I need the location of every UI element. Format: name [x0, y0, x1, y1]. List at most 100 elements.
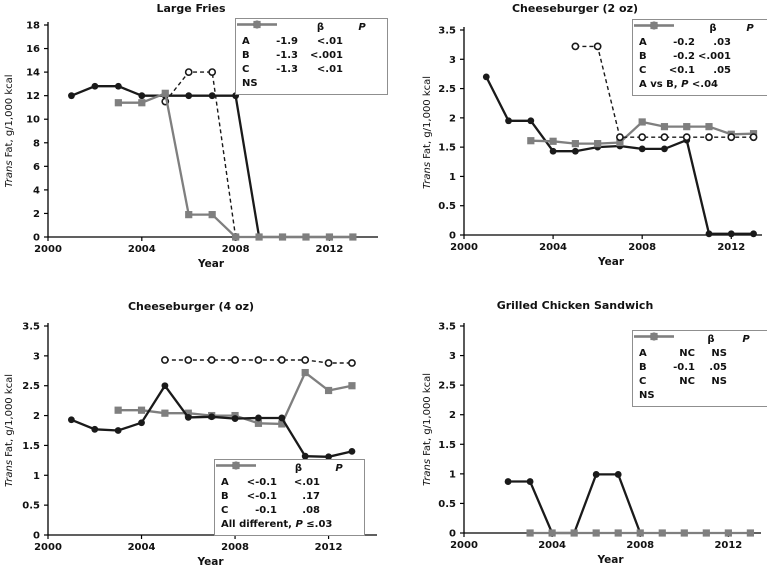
y-tick-label: 0 [449, 231, 456, 242]
series-B-marker [161, 382, 169, 390]
series-B-marker [592, 471, 600, 478]
y-axis-label-italic: Trans [4, 460, 15, 487]
y-tick-label: 12 [26, 91, 40, 102]
legend-p-header: P [746, 23, 754, 34]
chart-grilled-chicken-sandwich: Grilled Chicken Sandwich 0 0.5 1 1.5 2 2.5 3 3.5… [422, 299, 761, 566]
series-C-marker [614, 529, 622, 537]
legend-sample-C-icon [634, 21, 674, 30]
series-C-marker [570, 529, 578, 537]
panel-cheeseburger-4-oz: Cheeseburger (4 oz) 0 0.5 1 1.5 2 2.5 3 3.5 2000 2… [0, 288, 383, 575]
legend-row-B: B <-0.1 .17 [216, 462, 358, 504]
series-C-marker [549, 137, 557, 145]
chart-title: Large Fries [156, 2, 225, 15]
legend-note: All different, P ≤.03 [221, 518, 358, 532]
legend-series-label: C [242, 64, 250, 75]
x-axis-label: Year [197, 258, 225, 270]
legend-series-label: C [639, 376, 647, 387]
series-B-marker [661, 145, 668, 153]
series-C-marker [185, 211, 193, 219]
legend-sample-marker [253, 20, 261, 29]
series-C-marker [184, 409, 192, 417]
legend-row-A: A -0.2 .03 [634, 21, 767, 50]
series-A-marker [184, 356, 193, 364]
x-axis-label: Year [196, 556, 224, 568]
legend-row-C: C <0.1 .05 [634, 21, 767, 78]
series-C-marker [683, 123, 691, 131]
series-A-marker [161, 356, 169, 364]
legend-p-header: P [335, 463, 343, 474]
legend-p-value: NS [711, 348, 727, 359]
series-C-marker [548, 529, 556, 537]
y-tick-label: 0 [449, 529, 456, 540]
y-tick-label: 3.5 [438, 322, 456, 333]
legend-large-fries: β P A -1.9 <.01 B -1.3 <.001 C -1.3 <.01 NS [235, 18, 388, 95]
series-B-marker [67, 416, 75, 424]
chart-title: Grilled Chicken Sandwich [497, 299, 654, 312]
series-B-marker [231, 415, 239, 422]
series-B-marker [184, 413, 192, 421]
series-A-marker [207, 356, 216, 364]
series-B-marker [571, 147, 579, 155]
y-axis-label-italic: Trans [422, 162, 433, 189]
legend-beta-value: <0.1 [668, 65, 695, 76]
legend-sample-C-icon [634, 332, 674, 341]
panel-cheeseburger-2-oz: Cheeseburger (2 oz) 0 0.5 1 1.5 2 2.5 3 3.5 2000 2… [384, 0, 767, 287]
series-A-marker [593, 42, 602, 51]
legend-note: NS [639, 389, 765, 403]
series-A-marker [231, 356, 239, 364]
series-C-marker [348, 382, 356, 390]
legend-series-label: A [639, 37, 647, 48]
x-tick-label: 2000 [450, 242, 478, 253]
legend-series-label: A [221, 477, 229, 488]
legend-row-A: A -1.9 <.01 [237, 20, 381, 49]
series-B-marker [91, 425, 99, 433]
legend-note-segment: ≤.03 [302, 519, 333, 530]
series-A-marker [277, 356, 286, 364]
legend-p-header: P [358, 22, 366, 33]
series-B-marker [255, 414, 262, 422]
y-tick-label: 1 [33, 471, 40, 482]
series-A-marker [348, 359, 356, 367]
legend-p-value: <.01 [293, 477, 320, 488]
legend-row-B: B -0.2 <.001 [634, 22, 767, 64]
series-A-marker [301, 356, 310, 364]
series-C-marker [680, 529, 688, 537]
y-axis-label: Trans Fat, g/1,000 kcal [422, 76, 433, 189]
series-A-marker [749, 133, 758, 142]
x-tick-label: 2004 [128, 244, 156, 255]
x-tick-label: 2004 [538, 540, 566, 551]
chart-large-fries: Large Fries 0 2 4 6 8 10 12 14 16 18 2000 2004 2008 20… [4, 2, 378, 270]
x-tick-label: 2008 [626, 540, 654, 551]
x-tick-label: 2000 [34, 244, 62, 255]
legend-row-B: B -0.1 .05 [634, 333, 765, 375]
series-B-line [485, 76, 754, 235]
series-B-marker [638, 145, 646, 153]
y-tick-label: 8 [33, 138, 40, 149]
legend-beta-value: -0.2 [673, 37, 695, 48]
series-C-marker [592, 529, 600, 537]
series-B-marker [138, 419, 145, 427]
y-tick-label: 2.5 [22, 381, 40, 392]
series-C [114, 89, 357, 241]
legend-note-segment: NS [639, 390, 655, 401]
series-C [526, 529, 754, 537]
legend-beta-value: NC [679, 348, 695, 359]
y-axis-label: Trans Fat, g/1,000 kcal [422, 373, 433, 486]
legend-sample-marker [232, 461, 240, 470]
y-tick-label: 4 [33, 185, 40, 196]
legend-cheeseburger-4-oz: β P A <-0.1 <.01 B <-0.1.17 C -0.1.08 All differe… [214, 459, 365, 536]
series-A-marker [616, 133, 624, 142]
legend-p-value: .17 [302, 491, 320, 502]
series-B-line [70, 383, 353, 458]
y-tick-label: 14 [26, 68, 40, 79]
legend-note-segment: NS [242, 78, 258, 89]
series-C-marker [746, 529, 754, 537]
series-C-marker [660, 123, 669, 131]
x-tick-label: 2004 [128, 542, 156, 553]
legend-beta-value: -1.3 [276, 64, 298, 75]
y-axis-label-italic: Trans [4, 160, 15, 187]
y-tick-label: 1.5 [22, 441, 40, 452]
